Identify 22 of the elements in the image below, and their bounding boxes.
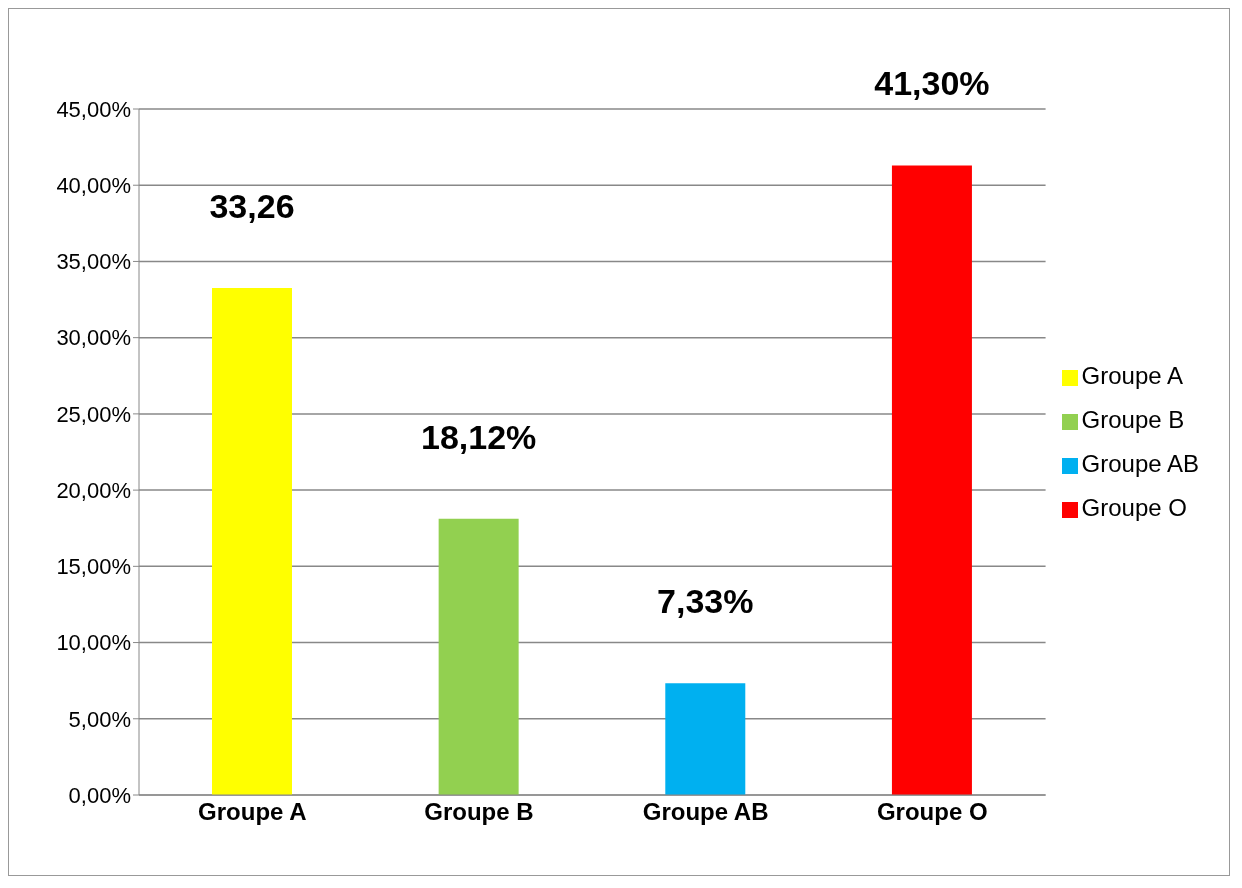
x-tick-label: Groupe B [424, 798, 534, 826]
y-tick-label: 20,00% [56, 477, 131, 503]
y-tick-label: 15,00% [56, 554, 131, 580]
x-tick-label: Groupe A [198, 798, 307, 826]
data-label: 41,30% [874, 64, 990, 103]
legend-label: Groupe O [1081, 494, 1187, 521]
legend-label: Groupe B [1081, 406, 1185, 433]
data-label: 7,33% [657, 582, 754, 621]
y-tick-label: 25,00% [56, 401, 131, 427]
legend-label: Groupe AB [1081, 450, 1199, 477]
x-tick-label: Groupe AB [642, 798, 769, 826]
y-tick-label: 5,00% [68, 706, 131, 732]
data-label: 18,12% [420, 417, 537, 456]
y-tick-label: 45,00% [56, 96, 131, 122]
data-label: 33,26 [209, 186, 295, 225]
y-tick-label: 30,00% [56, 325, 131, 351]
y-tick-label: 10,00% [56, 630, 131, 656]
x-tick-label: Groupe O [876, 798, 988, 826]
y-tick-label: 40,00% [56, 173, 131, 199]
legend-label: Groupe A [1081, 362, 1183, 389]
y-tick-label: 35,00% [56, 249, 131, 275]
y-tick-label: 0,00% [68, 782, 131, 808]
